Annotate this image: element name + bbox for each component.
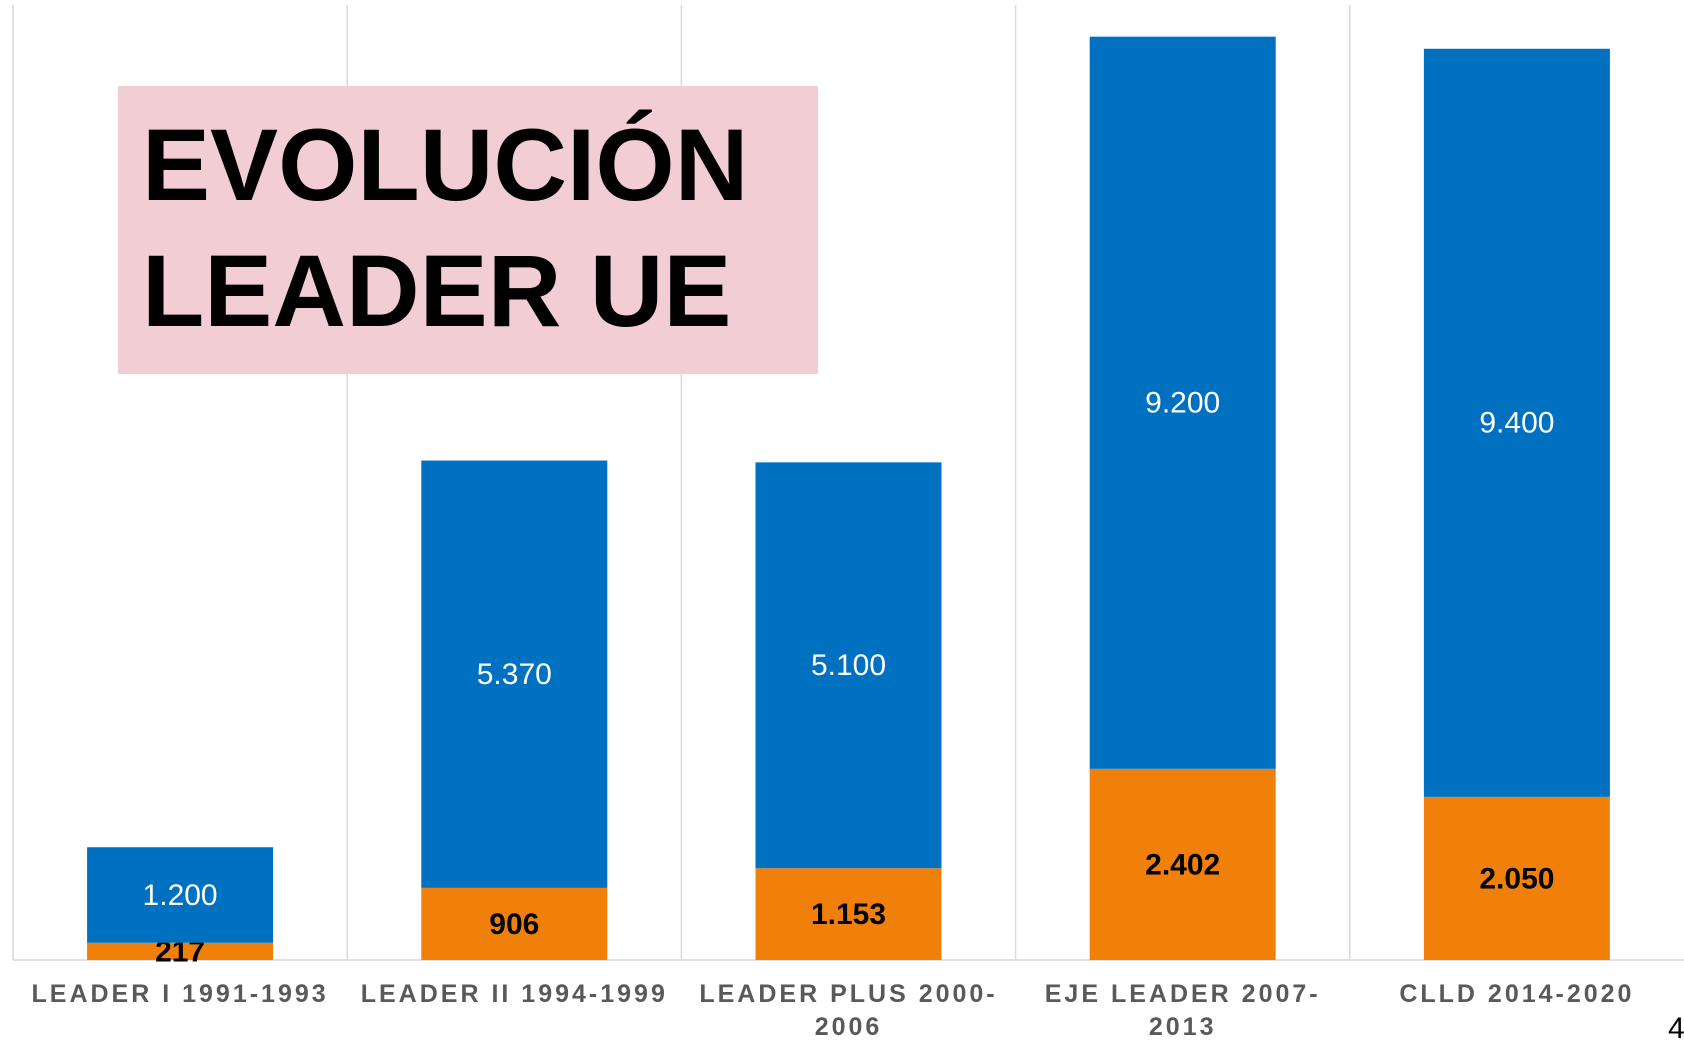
value-label: 9.200 bbox=[1145, 387, 1220, 420]
x-tick-label: EJE LEADER 2007-2013 bbox=[1044, 980, 1321, 1041]
value-label: 9.400 bbox=[1479, 407, 1554, 440]
value-label: 1.200 bbox=[143, 879, 218, 912]
bar-segment bbox=[755, 868, 942, 960]
value-label: 2.402 bbox=[1145, 848, 1220, 881]
value-label: 906 bbox=[489, 908, 539, 941]
x-tick-label: LEADER II 1994-1999 bbox=[360, 980, 668, 1008]
bar-segment bbox=[421, 460, 608, 888]
page-number: 4 bbox=[1668, 1012, 1684, 1041]
bar-segment bbox=[87, 847, 274, 943]
bar-segment bbox=[755, 462, 942, 869]
bar-segment bbox=[87, 942, 274, 960]
value-label: 5.100 bbox=[811, 649, 886, 682]
value-label: 2.050 bbox=[1479, 862, 1554, 895]
x-tick-label: LEADER I 1991-1993 bbox=[31, 980, 329, 1008]
x-tick-label: CLLD 2014-2020 bbox=[1399, 980, 1635, 1008]
bar-segment bbox=[1423, 796, 1610, 960]
value-label: 1.153 bbox=[811, 898, 886, 931]
chart-title: EVOLUCIÓN LEADER UE bbox=[118, 86, 818, 374]
bar-segment bbox=[1089, 36, 1276, 769]
bar-segment bbox=[421, 887, 608, 960]
bar-segment bbox=[1089, 768, 1276, 960]
value-label: 5.370 bbox=[477, 658, 552, 691]
x-tick-label: LEADER PLUS 2000-2006 bbox=[699, 980, 998, 1041]
bar-segment bbox=[1423, 48, 1610, 797]
